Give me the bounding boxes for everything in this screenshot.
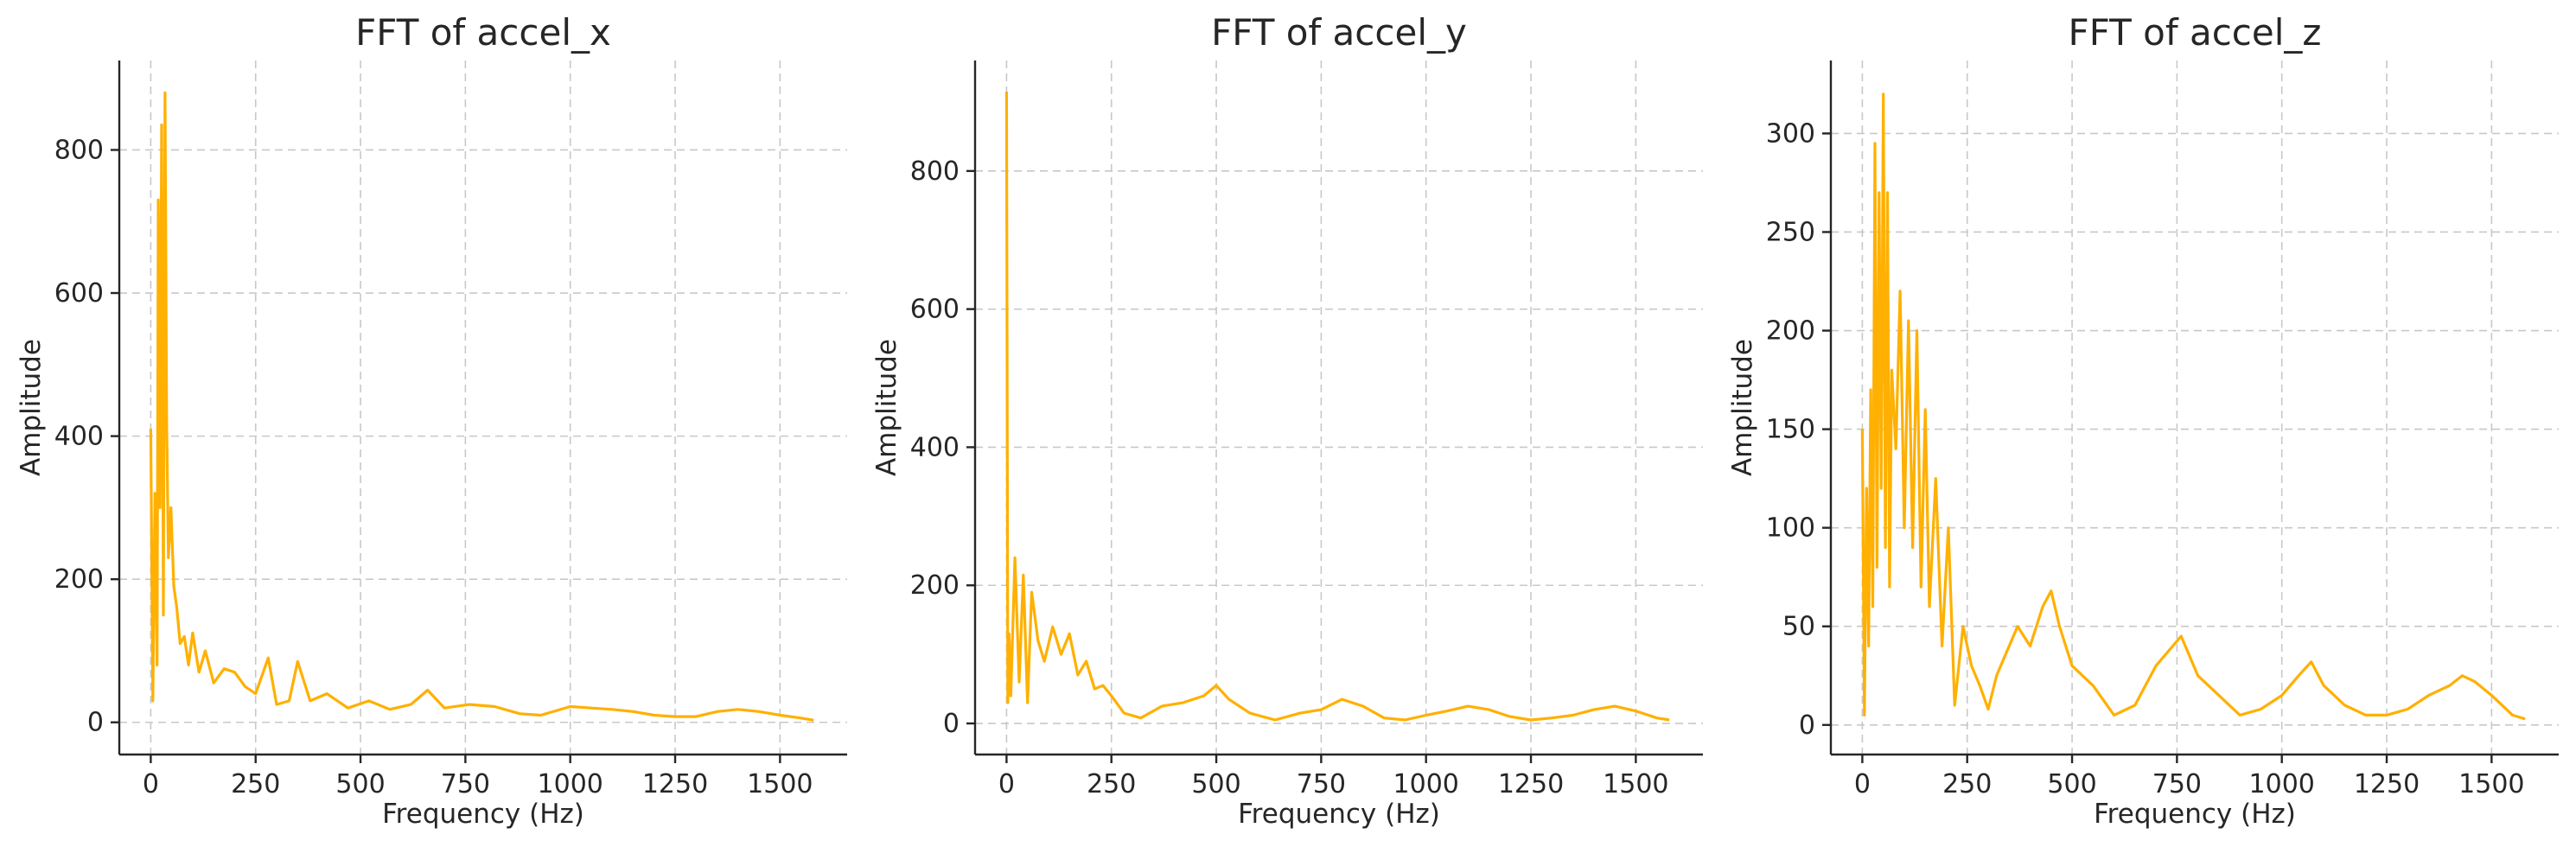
chart-panel-3: 0 250 500 750 1000 1250 1500 0 50 100 150 200 250 300… [1727, 11, 2559, 830]
x-axis-label: Frequency (Hz) [2094, 799, 2296, 830]
y-tick-label: 600 [54, 278, 104, 309]
x-tick-label: 250 [1087, 769, 1136, 799]
x-tick-label: 250 [231, 769, 280, 799]
y-tick-label: 50 [1782, 612, 1815, 642]
chart-title: FFT of accel_x [355, 11, 611, 54]
x-tick-label: 0 [143, 769, 159, 799]
x-tick-label: 1250 [642, 769, 708, 799]
y-tick-label: 100 [1766, 513, 1815, 544]
x-axis-label: Frequency (Hz) [382, 799, 584, 830]
y-tick-label: 300 [1766, 118, 1815, 149]
x-tick-label: 1000 [1393, 769, 1459, 799]
x-tick-label: 1000 [538, 769, 603, 799]
x-tick-label: 750 [1297, 769, 1346, 799]
x-tick-label: 1250 [1498, 769, 1564, 799]
y-tick-label: 250 [1766, 217, 1815, 247]
y-tick-label: 0 [1799, 710, 1815, 741]
y-tick-label: 400 [54, 422, 104, 452]
chart-panel-1: 0 250 500 750 1000 1250 1500 0 200 400 600 800 FFT o… [16, 11, 847, 830]
y-tick-label: 600 [910, 295, 960, 325]
x-tick-label: 0 [1854, 769, 1871, 799]
x-tick-label: 1000 [2249, 769, 2315, 799]
x-tick-label: 1500 [747, 769, 813, 799]
y-axis-label: Amplitude [16, 339, 47, 476]
chart-title: FFT of accel_z [2069, 11, 2322, 54]
y-tick-label: 400 [910, 432, 960, 462]
amplitude-series-line [149, 91, 814, 722]
x-tick-label: 1500 [2458, 769, 2524, 799]
y-tick-label: 800 [54, 135, 104, 165]
y-tick-label: 200 [54, 564, 104, 595]
x-tick-label: 750 [441, 769, 490, 799]
chart-panel-2: 0 250 500 750 1000 1250 1500 0 200 400 600 800 FFT o… [871, 11, 1703, 830]
x-tick-label: 500 [1191, 769, 1240, 799]
x-axis-label: Frequency (Hz) [1238, 799, 1440, 830]
x-tick-label: 750 [2152, 769, 2202, 799]
x-tick-label: 0 [998, 769, 1015, 799]
amplitude-series-line [1860, 92, 2526, 721]
x-tick-label: 500 [335, 769, 385, 799]
amplitude-series-line [1004, 91, 1670, 722]
y-tick-label: 200 [1766, 316, 1815, 347]
y-axis-label: Amplitude [871, 339, 902, 476]
y-tick-label: 800 [910, 156, 960, 187]
x-tick-label: 1500 [1603, 769, 1668, 799]
y-tick-label: 0 [87, 708, 104, 738]
x-tick-label: 1250 [2354, 769, 2420, 799]
y-tick-label: 150 [1766, 415, 1815, 445]
chart-title: FFT of accel_y [1211, 11, 1467, 54]
y-tick-label: 0 [943, 709, 960, 739]
x-tick-label: 250 [1942, 769, 1992, 799]
y-axis-label: Amplitude [1727, 339, 1758, 476]
y-tick-label: 200 [910, 570, 960, 601]
x-tick-label: 500 [2047, 769, 2096, 799]
